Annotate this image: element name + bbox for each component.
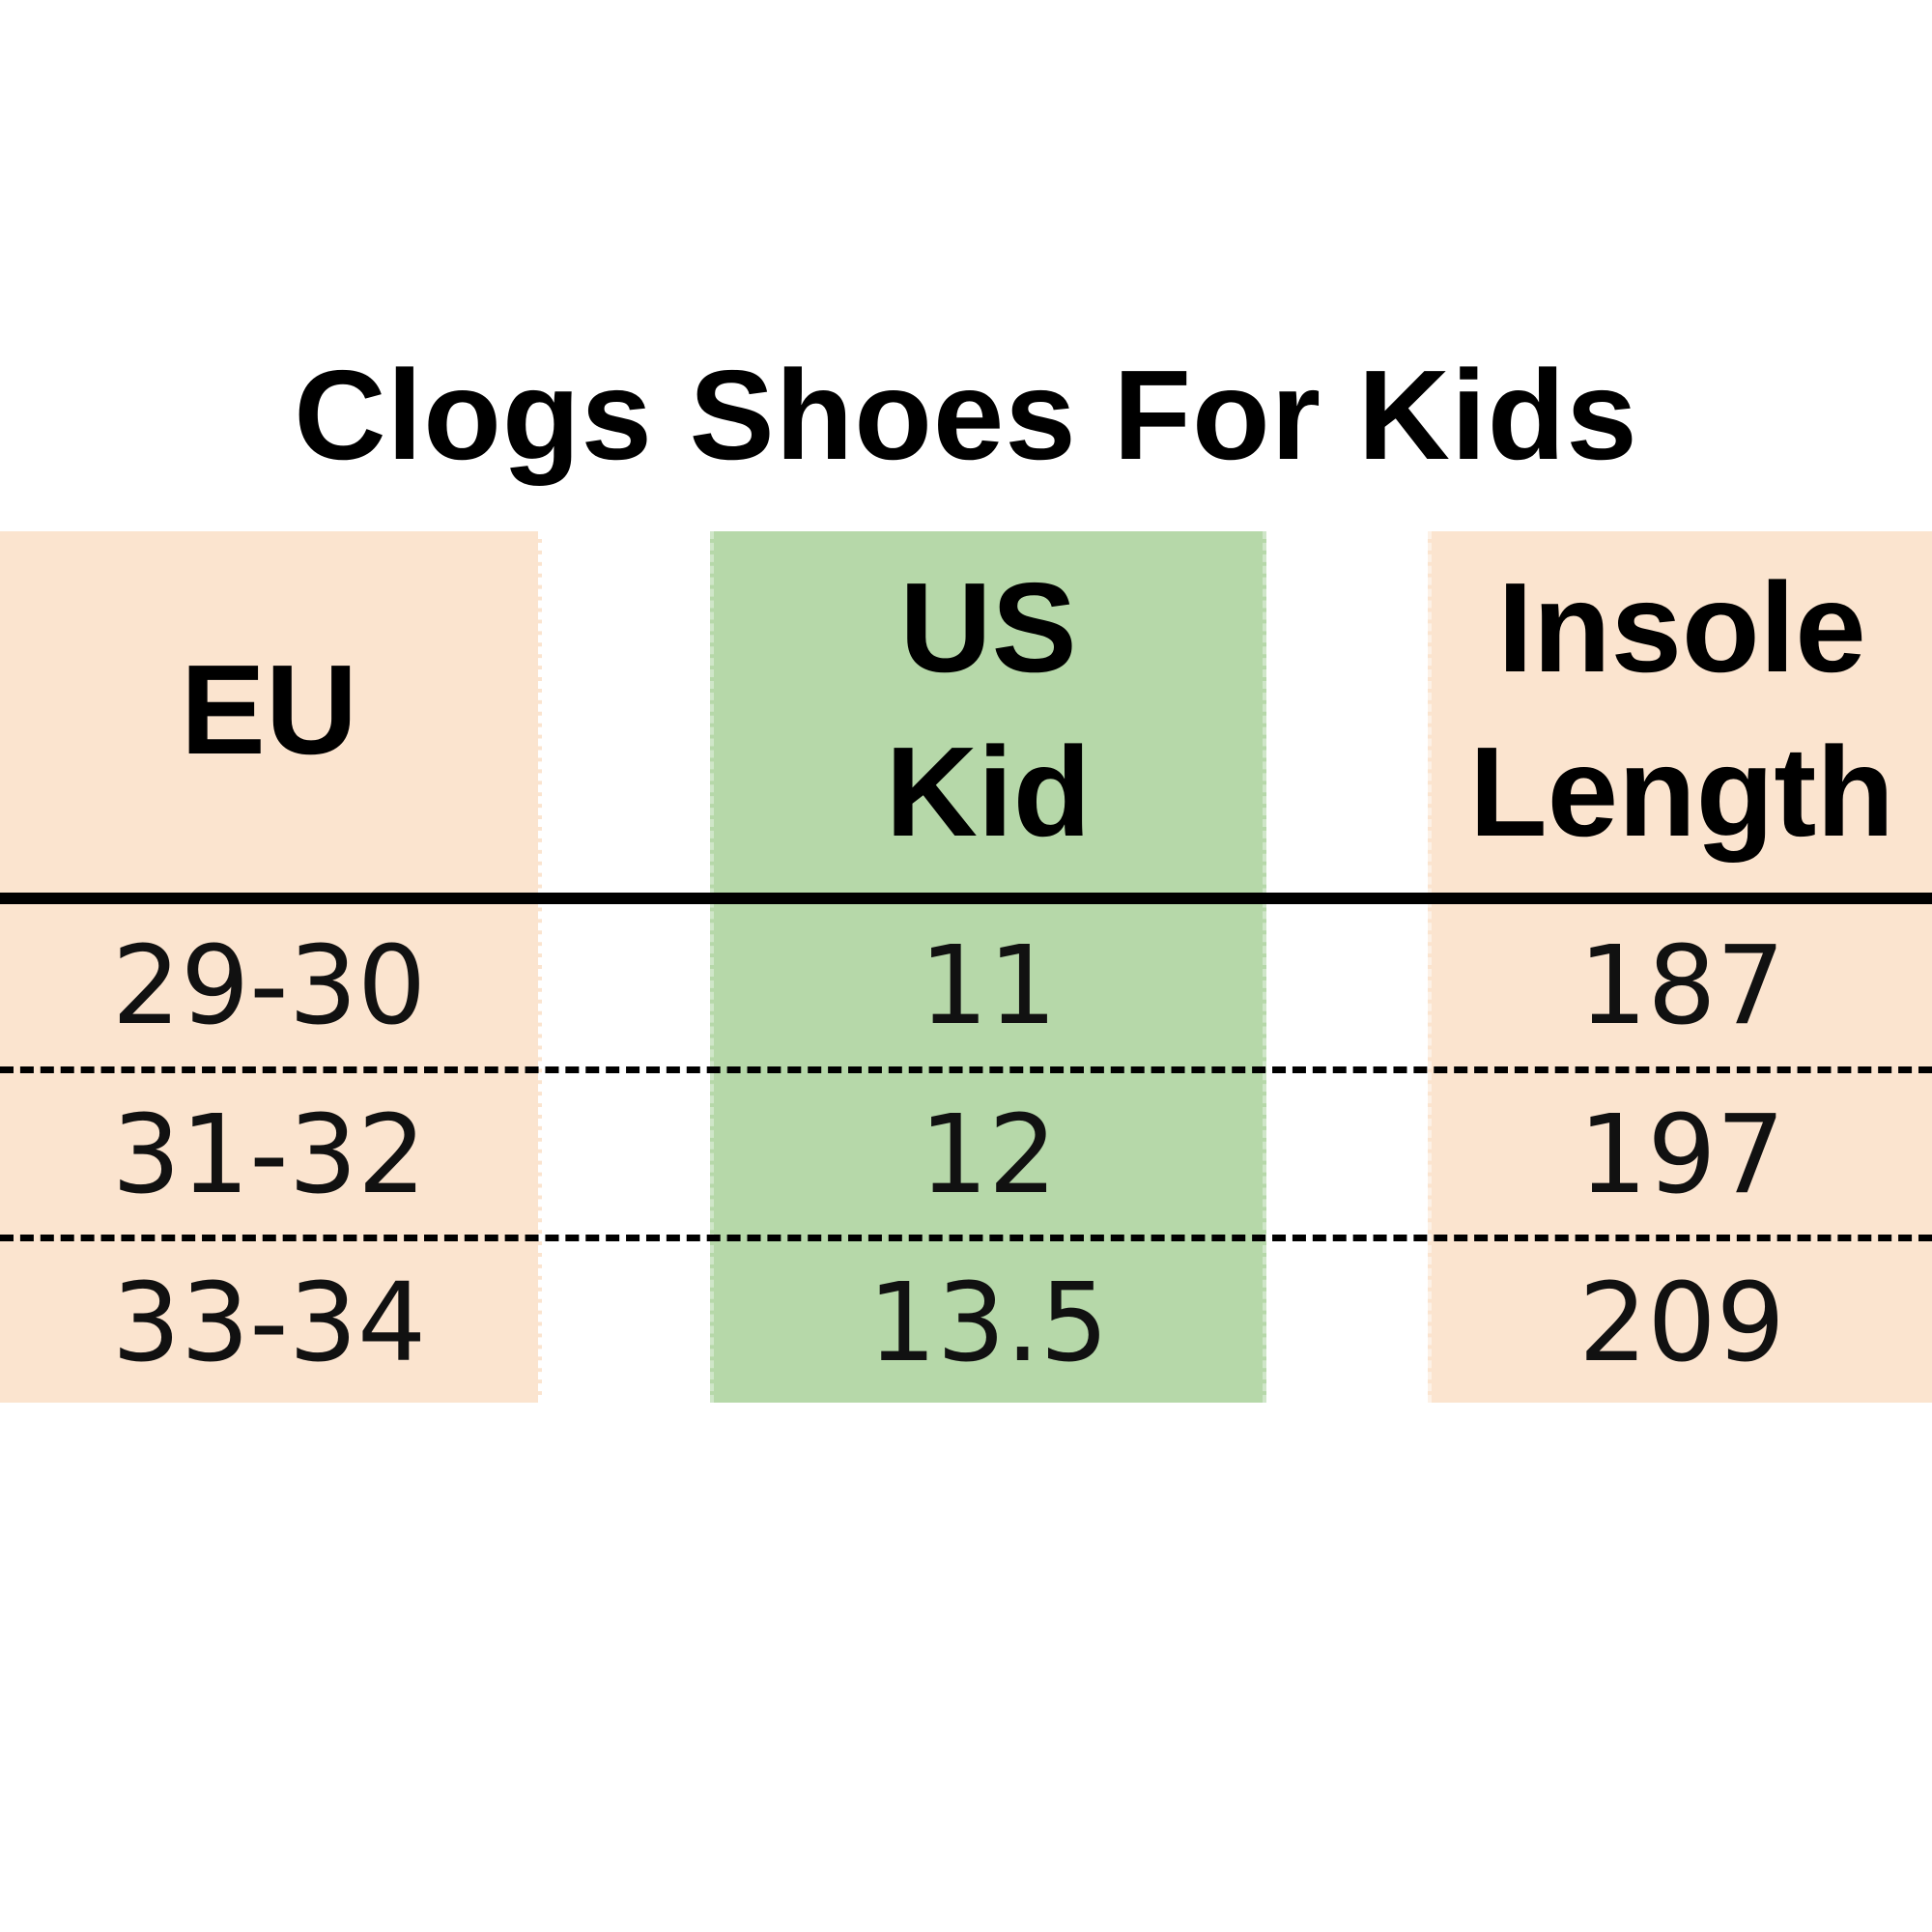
header-insole-length: Insole Length — [1432, 531, 1932, 889]
table-cell-eu: 31-32 — [111, 1093, 427, 1218]
table-cell-us: 13.5 — [867, 1261, 1109, 1386]
table-cell-eu: 33-34 — [111, 1261, 427, 1386]
row-divider — [0, 1066, 1932, 1073]
header-us-kid: US Kid — [714, 531, 1263, 889]
table-cell-us: 11 — [919, 923, 1058, 1049]
insole-length-column-background — [1428, 531, 1932, 1403]
header-divider — [0, 893, 1932, 904]
eu-column-background — [0, 531, 542, 1403]
header-insole-line2: Length — [1469, 721, 1894, 863]
header-eu-label: EU — [180, 639, 358, 781]
table-cell-insole: 187 — [1578, 923, 1785, 1049]
table-cell-insole: 209 — [1578, 1261, 1785, 1386]
header-us-line2: Kid — [885, 721, 1092, 863]
header-us-line1: US — [899, 556, 1077, 698]
row-divider — [0, 1235, 1932, 1241]
table-cell-insole: 197 — [1578, 1093, 1785, 1218]
header-insole-line1: Insole — [1497, 556, 1866, 698]
header-eu: EU — [0, 531, 538, 889]
table-cell-eu: 29-30 — [111, 923, 427, 1049]
page-title: Clogs Shoes For Kids — [294, 344, 1638, 486]
table-cell-us: 12 — [919, 1093, 1058, 1218]
us-kid-column-background — [710, 531, 1266, 1403]
